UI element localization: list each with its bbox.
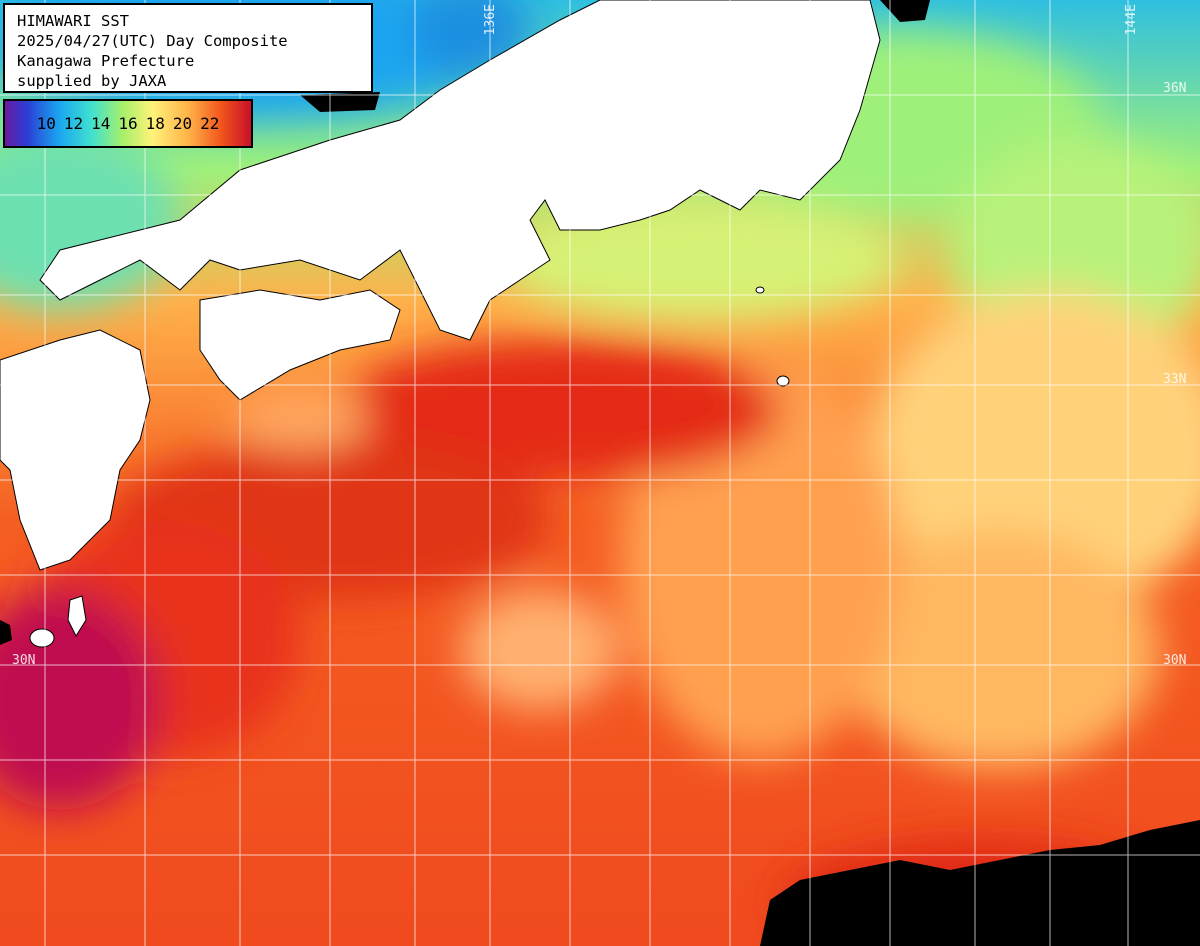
legend-tick: 12 xyxy=(63,114,84,133)
land-tanegashima xyxy=(67,595,87,638)
title-line-supplier: supplied by JAXA xyxy=(17,72,167,90)
legend-tick: 22 xyxy=(200,114,220,133)
land-hachijo xyxy=(776,375,790,387)
temperature-legend: 10 12 14 16 18 20 22 xyxy=(3,99,253,148)
land-yakushima xyxy=(29,628,55,648)
lat-label-30n-right: 30N xyxy=(1163,653,1187,668)
land-kyushu xyxy=(0,329,151,571)
title-line-date: 2025/04/27(UTC) Day Composite xyxy=(17,32,288,50)
lon-label-136e: 136E xyxy=(483,4,498,36)
land-izu-island xyxy=(755,286,765,294)
legend-tick: 16 xyxy=(118,114,138,133)
land-masses xyxy=(0,0,881,648)
lon-label-144e: 144E xyxy=(1124,4,1139,36)
legend-tick: 14 xyxy=(91,114,111,133)
title-line-prefecture: Kanagawa Prefecture xyxy=(17,52,195,70)
land-shikoku xyxy=(199,289,401,401)
legend-tick: 20 xyxy=(172,114,193,133)
lat-label-33n: 33N xyxy=(1163,372,1187,387)
title-line-satellite: HIMAWARI SST xyxy=(17,12,129,30)
legend-tick: 10 xyxy=(36,114,56,133)
land-honshu xyxy=(39,0,881,341)
title-box: HIMAWARI SST 2025/04/27(UTC) Day Composi… xyxy=(3,3,373,93)
lat-label-30n-left: 30N xyxy=(12,653,36,668)
legend-tick: 18 xyxy=(145,114,165,133)
lat-label-36n: 36N xyxy=(1163,81,1187,96)
